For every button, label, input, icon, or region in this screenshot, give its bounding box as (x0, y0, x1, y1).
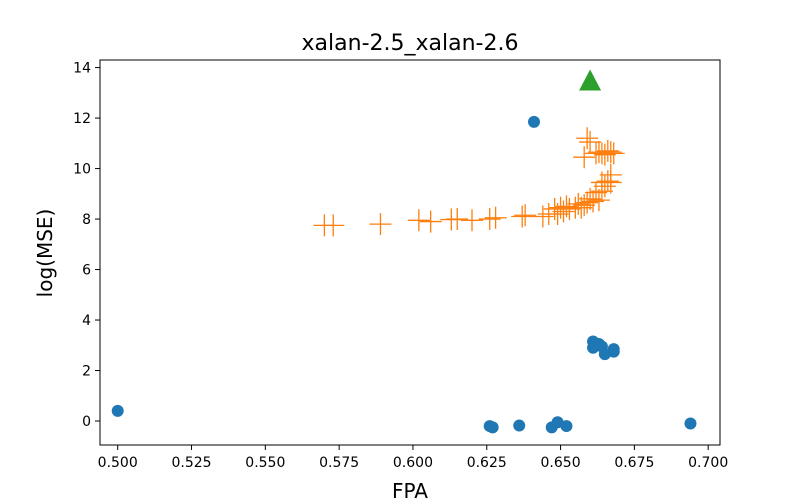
data-point-circle (513, 419, 526, 432)
x-tick-label: 0.575 (319, 455, 359, 471)
data-point-plus (579, 187, 602, 210)
data-point-plus (599, 141, 622, 164)
data-point-plus (593, 175, 616, 198)
data-point-plus (596, 139, 619, 162)
data-point-plus (552, 200, 575, 223)
data-point-circle (560, 420, 573, 433)
x-tick-label: 0.700 (688, 455, 728, 471)
data-point-circle (486, 421, 499, 434)
data-point-plus (514, 204, 537, 227)
y-tick-label: 14 (73, 61, 91, 77)
x-tick-label: 0.600 (393, 455, 433, 471)
data-point-plus (567, 192, 590, 215)
data-point-plus (570, 196, 593, 219)
data-point-plus (596, 170, 619, 193)
data-point-plus (576, 127, 599, 150)
data-point-plus (573, 146, 596, 169)
x-tick-label: 0.625 (467, 455, 507, 471)
data-point-plus (419, 210, 442, 233)
data-point-plus (446, 208, 469, 231)
data-point-plus (573, 194, 596, 217)
x-axis-ticks: 0.500 0.525 0.550 0.575 0.600 0.625 0.650 0.675… (98, 445, 728, 471)
data-point-circle (528, 115, 540, 128)
data-point-plus (558, 197, 581, 220)
data-point-circle (684, 417, 697, 430)
y-axis-ticks: 0 2 4 6 8 10 12 14 (73, 61, 100, 430)
data-point-circle (607, 345, 620, 358)
y-tick-label: 6 (82, 263, 91, 279)
chart-title: xalan-2.5_xalan-2.6 (302, 31, 519, 56)
data-point-plus (369, 213, 392, 236)
x-tick-label: 0.525 (171, 455, 211, 471)
y-tick-label: 4 (82, 313, 91, 329)
y-tick-label: 8 (82, 212, 91, 228)
x-tick-label: 0.650 (541, 455, 581, 471)
x-tick-label: 0.550 (245, 455, 285, 471)
x-axis-label: FPA (392, 479, 428, 500)
plot-frame (99, 59, 721, 446)
data-point-circle (111, 404, 124, 417)
data-point-plus (576, 191, 599, 214)
y-tick-label: 10 (73, 162, 91, 178)
data-point-plus (593, 143, 616, 166)
data-point-triangle (579, 69, 602, 91)
y-tick-label: 12 (73, 111, 91, 127)
data-point-plus (461, 209, 483, 232)
data-point-plus (478, 208, 501, 231)
data-point-plus (599, 163, 622, 186)
y-axis-label: log(MSE) (33, 209, 57, 298)
data-point-plus (531, 205, 554, 228)
data-point-plus (322, 214, 345, 237)
plot-marks (111, 69, 697, 434)
data-point-plus (555, 195, 578, 218)
data-point-plus (582, 190, 605, 213)
y-tick-label: 2 (82, 364, 91, 380)
data-point-plus (407, 209, 430, 232)
x-tick-label: 0.500 (98, 455, 138, 471)
data-point-plus (511, 205, 534, 228)
data-point-plus (602, 142, 625, 165)
x-tick-label: 0.675 (614, 455, 654, 471)
data-point-plus (484, 206, 507, 229)
data-point-plus (579, 131, 602, 154)
data-point-plus (587, 189, 610, 212)
y-tick-label: 0 (82, 414, 91, 430)
